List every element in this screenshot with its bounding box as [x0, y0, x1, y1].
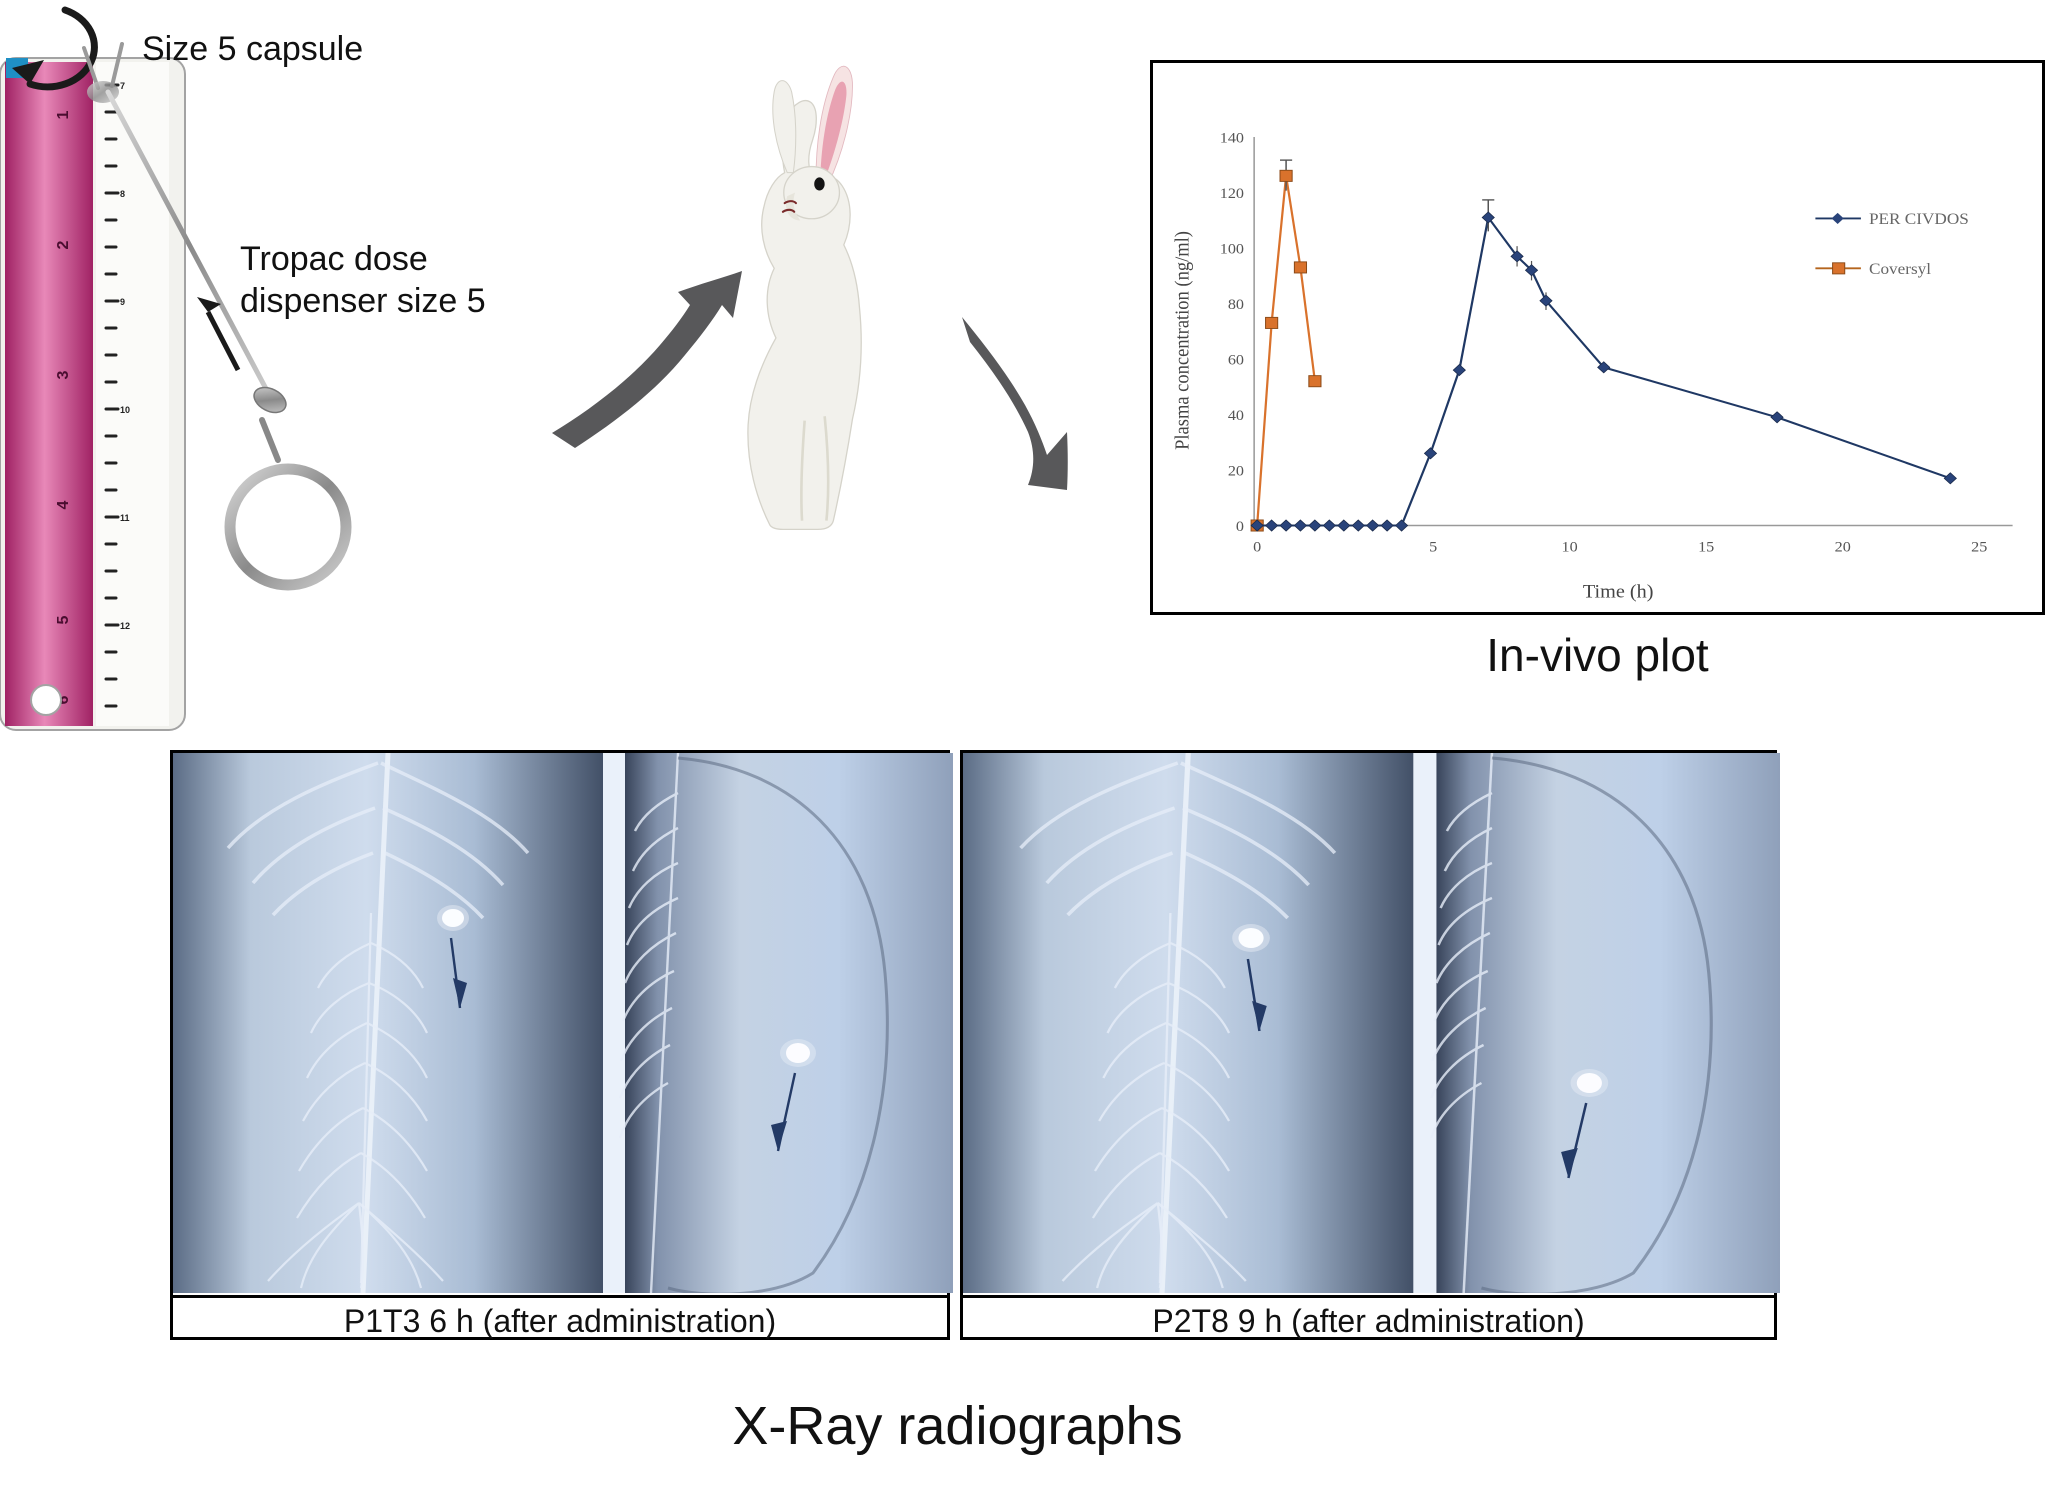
- svg-text:1: 1: [55, 110, 72, 119]
- svg-text:15: 15: [1698, 539, 1714, 555]
- svg-text:Tropac dose: Tropac dose: [240, 240, 428, 278]
- svg-text:5: 5: [55, 615, 72, 624]
- svg-text:Time (h): Time (h): [1583, 582, 1654, 602]
- svg-text:Plasma concentration (ng/ml): Plasma concentration (ng/ml): [1172, 231, 1194, 450]
- svg-text:Coversyl: Coversyl: [1869, 260, 1931, 278]
- svg-text:8: 8: [120, 189, 125, 199]
- svg-text:60: 60: [1228, 352, 1244, 368]
- svg-text:7: 7: [120, 81, 125, 91]
- svg-text:12: 12: [120, 621, 130, 631]
- svg-text:9: 9: [120, 297, 125, 307]
- svg-text:40: 40: [1228, 408, 1244, 424]
- svg-text:3: 3: [55, 370, 72, 379]
- svg-text:0: 0: [1236, 519, 1244, 535]
- svg-text:20: 20: [1835, 539, 1851, 555]
- svg-text:10: 10: [1562, 539, 1578, 555]
- svg-text:120: 120: [1220, 186, 1245, 202]
- svg-text:100: 100: [1220, 241, 1245, 257]
- svg-text:10: 10: [120, 405, 130, 415]
- svg-text:5: 5: [1429, 539, 1437, 555]
- svg-text:20: 20: [1228, 463, 1244, 479]
- svg-text:Size 5 capsule: Size 5 capsule: [142, 30, 363, 68]
- svg-text:dispenser size 5: dispenser size 5: [240, 282, 486, 320]
- svg-text:4: 4: [55, 500, 72, 509]
- svg-text:0: 0: [1253, 539, 1261, 555]
- svg-text:80: 80: [1228, 297, 1244, 313]
- svg-text:11: 11: [120, 513, 130, 523]
- svg-text:140: 140: [1220, 130, 1245, 146]
- svg-text:2: 2: [55, 240, 72, 249]
- svg-text:PER CIVDOS: PER CIVDOS: [1869, 210, 1969, 228]
- svg-text:25: 25: [1971, 539, 1987, 555]
